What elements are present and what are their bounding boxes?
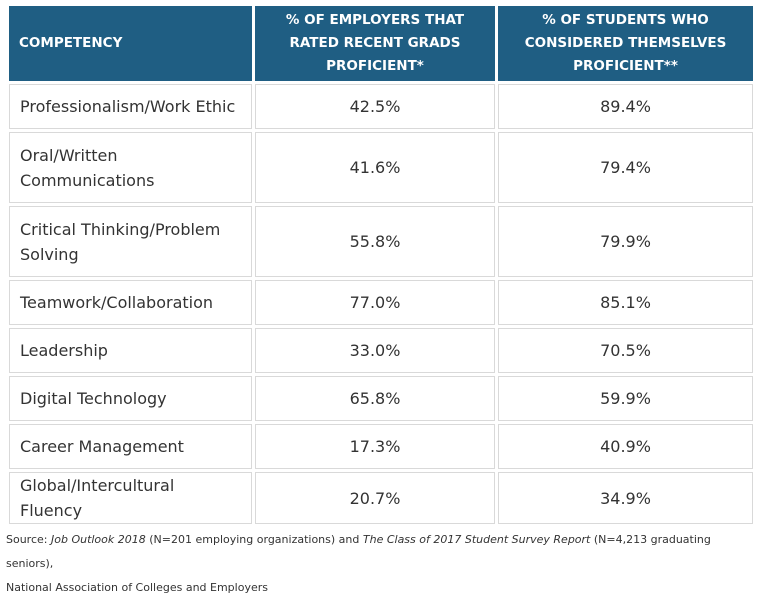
- table-row: Professionalism/Work Ethic 42.5% 89.4%: [9, 84, 753, 129]
- competency-cell: Professionalism/Work Ethic: [9, 84, 252, 129]
- header-row: COMPETENCY % OF EMPLOYERS THAT RATED REC…: [9, 6, 753, 81]
- table-row: Digital Technology 65.8% 59.9%: [9, 376, 753, 421]
- employers-value-cell: 20.7%: [255, 472, 495, 524]
- competency-cell: Global/Intercultural Fluency: [9, 472, 252, 524]
- source-text-1: (N=201 employing organizations) and: [145, 533, 363, 546]
- table-row: Leadership 33.0% 70.5%: [9, 328, 753, 373]
- employers-value-cell: 77.0%: [255, 280, 495, 325]
- table-row: Oral/Written Communications 41.6% 79.4%: [9, 132, 753, 203]
- competency-cell: Leadership: [9, 328, 252, 373]
- competency-cell: Oral/Written Communications: [9, 132, 252, 203]
- students-value-cell: 89.4%: [498, 84, 753, 129]
- table-body: Professionalism/Work Ethic 42.5% 89.4% Oral…: [9, 84, 753, 524]
- competency-cell: Career Management: [9, 424, 252, 469]
- employers-value-cell: 65.8%: [255, 376, 495, 421]
- students-value-cell: 70.5%: [498, 328, 753, 373]
- source-title-student-survey: The Class of 2017 Student Survey Report: [362, 533, 591, 546]
- table-row: Teamwork/Collaboration 77.0% 85.1%: [9, 280, 753, 325]
- table-row: Global/Intercultural Fluency 20.7% 34.9%: [9, 472, 753, 524]
- source-prefix: Source:: [6, 533, 51, 546]
- competency-cell: Teamwork/Collaboration: [9, 280, 252, 325]
- source-note: Source: Job Outlook 2018 (N=201 employin…: [6, 528, 746, 600]
- competency-cell: Digital Technology: [9, 376, 252, 421]
- employers-value-cell: 17.3%: [255, 424, 495, 469]
- competency-table: COMPETENCY % OF EMPLOYERS THAT RATED REC…: [6, 3, 756, 527]
- competency-cell: Critical Thinking/Problem Solving: [9, 206, 252, 277]
- employers-value-cell: 42.5%: [255, 84, 495, 129]
- source-text-2: (N=4,213 graduating seniors),: [6, 533, 711, 570]
- header-competency: COMPETENCY: [9, 6, 252, 81]
- table-row: Career Management 17.3% 40.9%: [9, 424, 753, 469]
- source-title-job-outlook: Job Outlook 2018: [50, 533, 146, 546]
- employers-value-cell: 55.8%: [255, 206, 495, 277]
- header-students: % OF STUDENTS WHO CONSIDERED THEMSELVES …: [498, 6, 753, 81]
- source-organization: National Association of Colleges and Emp…: [6, 581, 268, 594]
- students-value-cell: 79.9%: [498, 206, 753, 277]
- employers-value-cell: 41.6%: [255, 132, 495, 203]
- students-value-cell: 34.9%: [498, 472, 753, 524]
- students-value-cell: 59.9%: [498, 376, 753, 421]
- students-value-cell: 85.1%: [498, 280, 753, 325]
- students-value-cell: 79.4%: [498, 132, 753, 203]
- students-value-cell: 40.9%: [498, 424, 753, 469]
- employers-value-cell: 33.0%: [255, 328, 495, 373]
- table-row: Critical Thinking/Problem Solving 55.8% 79…: [9, 206, 753, 277]
- header-employers: % OF EMPLOYERS THAT RATED RECENT GRADS P…: [255, 6, 495, 81]
